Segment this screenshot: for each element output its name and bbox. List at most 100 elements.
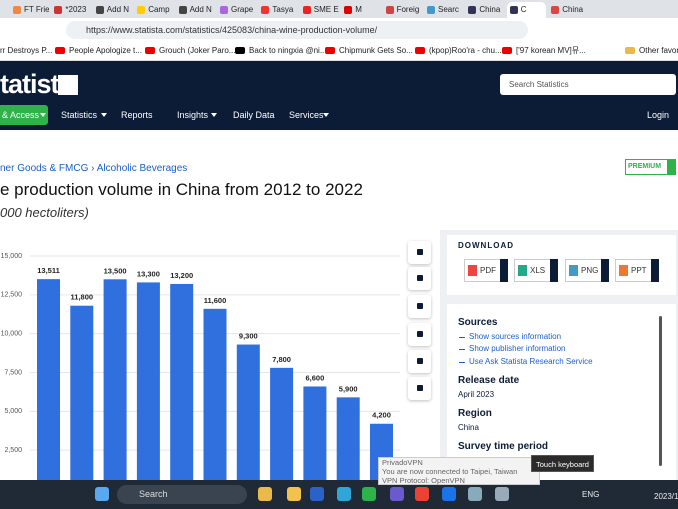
bookmark[interactable]: Other favorit <box>639 46 678 55</box>
tab[interactable]: M <box>355 5 362 14</box>
bookmark-icon <box>55 47 65 54</box>
taskbar-lang: ENG <box>582 490 600 499</box>
tab-icon <box>427 6 435 14</box>
taskbar-search[interactable]: Search <box>139 489 168 499</box>
tab[interactable]: *2023 <box>65 5 87 14</box>
value-label: 13,500 <box>104 266 127 275</box>
detail-text: China <box>458 423 479 432</box>
taskbar-icon[interactable] <box>468 487 482 501</box>
chart: 2,500 5,000 7,500 10,000 12,500 15,000 13,511 1… <box>1 253 400 480</box>
tool-icon <box>417 249 423 255</box>
nav-caret <box>323 113 329 117</box>
download-label[interactable]: PNG <box>581 266 599 275</box>
source-link[interactable]: Show sources information <box>469 332 562 341</box>
vpn-tooltip <box>378 457 540 485</box>
value-label: 4,200 <box>372 411 391 420</box>
breadcrumb[interactable]: ner Goods & FMCG › Alcoholic Beverages <box>0 163 188 174</box>
bookmark[interactable]: (kpop)Roo'ra - chu... <box>429 46 502 55</box>
taskbar-icon[interactable] <box>362 487 376 501</box>
bookmark-icon <box>502 47 512 54</box>
taskbar-icon[interactable] <box>337 487 351 501</box>
tab[interactable]: Add N <box>189 5 212 14</box>
tab[interactable]: Searc <box>438 5 459 14</box>
bookmark-icon <box>325 47 335 54</box>
bar <box>303 386 327 480</box>
bar <box>336 397 360 480</box>
bookmark[interactable]: People Apologize t... <box>69 46 142 55</box>
tab-icon <box>344 6 353 14</box>
tab[interactable]: Camp <box>148 5 170 14</box>
download-label[interactable]: PDF <box>480 266 496 275</box>
detail-heading: Release date <box>458 375 520 386</box>
nav-item[interactable]: Daily Data <box>233 110 275 120</box>
bookmark[interactable]: Grouch (Joker Paro... <box>159 46 236 55</box>
tool-icon <box>417 303 423 309</box>
tab[interactable]: FT Friend <box>24 5 49 14</box>
nav-item[interactable]: Reports <box>121 110 153 120</box>
address-bar[interactable] <box>66 21 528 39</box>
details-box <box>447 304 676 480</box>
detail-text: April 2023 <box>458 390 495 399</box>
nav-item[interactable]: Insights <box>177 110 209 120</box>
logo-mark <box>58 75 78 95</box>
taskbar-search-box[interactable] <box>117 485 247 504</box>
download-label[interactable]: XLS <box>530 266 546 275</box>
taskbar-icon[interactable] <box>495 487 509 501</box>
taskbar-icon[interactable] <box>415 487 429 501</box>
access-button[interactable] <box>0 105 48 125</box>
tab[interactable]: China <box>479 5 501 14</box>
logo: tatista <box>0 69 60 99</box>
tab-icon <box>95 6 104 14</box>
taskbar-icon[interactable] <box>442 487 456 501</box>
taskbar-icon[interactable] <box>287 487 301 501</box>
tooltip-line: VPN Protocol: OpenVPN <box>382 476 465 485</box>
tab-icon <box>261 6 270 14</box>
taskbar-icon[interactable] <box>390 487 404 501</box>
taskbar-icon[interactable] <box>310 487 324 501</box>
tab[interactable]: Grape <box>231 5 254 14</box>
source-link[interactable]: Use Ask Statista Research Service <box>469 357 593 366</box>
search-placeholder[interactable]: Search Statistics <box>509 80 569 89</box>
link-arrow <box>459 349 465 350</box>
tab-icon <box>13 6 21 14</box>
y-tick-label: 2,500 <box>4 447 22 454</box>
taskbar-icon[interactable] <box>95 487 109 501</box>
bar <box>203 308 227 480</box>
tab[interactable]: Foreig <box>396 5 420 14</box>
y-tick-label: 5,000 <box>4 408 22 415</box>
bookmark[interactable]: Back to ningxia @ni... <box>249 46 327 55</box>
link-arrow <box>459 337 465 338</box>
y-tick-label: 12,500 <box>1 292 23 299</box>
url[interactable]: https://www.statista.com/statistics/4250… <box>86 25 378 35</box>
download-label[interactable]: PPT <box>631 266 647 275</box>
nav-item[interactable]: & Access <box>2 110 40 120</box>
tab[interactable]: Tasya <box>272 5 294 14</box>
tab[interactable]: Add N <box>106 5 130 14</box>
tool-icon <box>417 385 423 391</box>
tool-icon <box>417 275 423 281</box>
bookmark-icon <box>415 47 425 54</box>
search-box[interactable] <box>500 74 676 95</box>
tab[interactable]: China <box>562 5 584 14</box>
source-link[interactable]: Show publisher information <box>469 344 566 353</box>
tab-icon <box>178 6 187 14</box>
bookmark[interactable]: Chipmunk Gets So... <box>339 46 413 55</box>
nav-item[interactable]: Services <box>289 110 324 120</box>
bookmark-icon <box>625 47 635 54</box>
tab-icon <box>385 6 394 14</box>
nav-item[interactable]: Statistics <box>61 110 98 120</box>
value-label: 9,300 <box>239 332 258 341</box>
tab-icon <box>509 6 518 14</box>
bookmark[interactable]: rr Destroys P... <box>0 46 53 55</box>
touch-keyboard-tooltip: Touch keyboard <box>531 455 594 472</box>
scrollbar <box>659 316 662 466</box>
tooltip-line: You are now connected to Taipei, Taiwan <box>382 467 518 476</box>
download-plus <box>550 259 558 282</box>
bar <box>236 344 260 480</box>
nav-item[interactable]: Login <box>647 110 670 120</box>
taskbar-icon[interactable] <box>258 487 272 501</box>
bookmark[interactable]: ['97 korean MV]뮤... <box>516 46 586 55</box>
y-tick-label: 10,000 <box>1 331 23 338</box>
nav-caret <box>40 113 46 117</box>
tab[interactable]: SME E <box>313 5 339 14</box>
